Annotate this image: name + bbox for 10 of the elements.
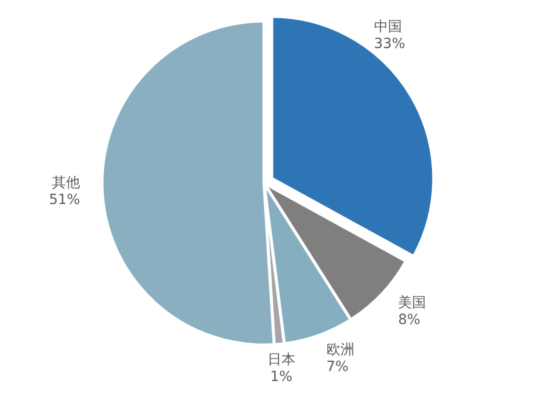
data-label: 33% bbox=[374, 36, 406, 52]
slice-label: 欧洲 bbox=[326, 342, 354, 358]
data-label: 1% bbox=[270, 369, 292, 386]
slice-label: 中国 bbox=[374, 19, 402, 35]
data-label: 51% bbox=[48, 192, 80, 208]
slice-label: 其他 bbox=[52, 174, 80, 191]
data-label: 8% bbox=[398, 312, 420, 328]
slice-label: 日本 bbox=[267, 352, 296, 368]
slice-label: 美国 bbox=[398, 294, 426, 311]
data-label: 7% bbox=[326, 359, 349, 376]
